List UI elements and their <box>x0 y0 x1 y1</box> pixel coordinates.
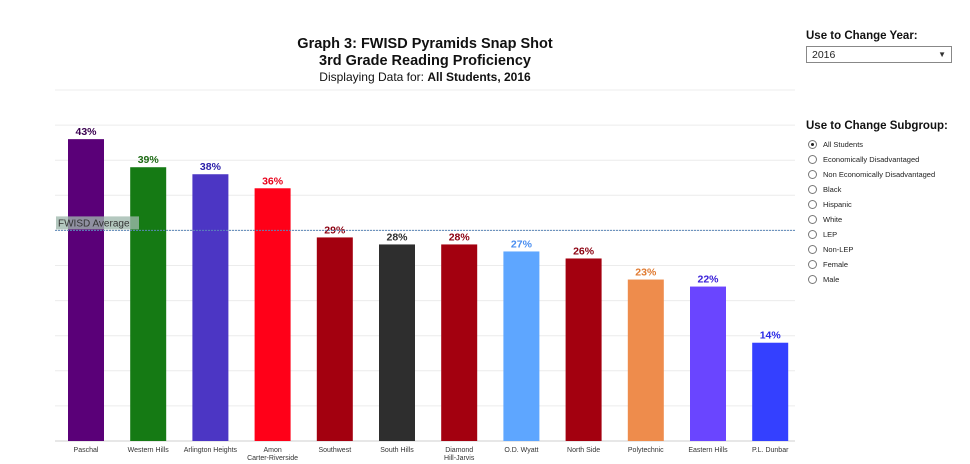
radio-button[interactable] <box>808 260 817 269</box>
subgroup-option[interactable]: LEP <box>806 227 970 242</box>
x-tick-label: Hill-Jarvis <box>444 455 475 462</box>
data-label: 39% <box>138 154 160 166</box>
subgroup-option[interactable]: Non-LEP <box>806 242 970 257</box>
subgroup-option[interactable]: All Students <box>806 137 970 152</box>
subgroup-option-label: Black <box>823 185 842 194</box>
x-tick-label: Amon <box>263 447 281 454</box>
radio-button[interactable] <box>808 275 817 284</box>
x-tick-label: Paschal <box>74 447 99 454</box>
subgroup-filter: Use to Change Subgroup: All Students Econ… <box>806 120 970 287</box>
x-tick-label: O.D. Wyatt <box>504 447 538 454</box>
chevron-down-icon: ▼ <box>938 50 946 59</box>
subgroup-option-label: Non-LEP <box>823 245 854 254</box>
radio-button[interactable] <box>808 245 817 254</box>
bar <box>441 244 478 441</box>
subgroup-option-label: All Students <box>823 140 864 149</box>
bar <box>690 286 726 441</box>
subgroup-option[interactable]: Non Economically Disadvantaged <box>806 167 970 182</box>
subgroup-option[interactable]: Hispanic <box>806 197 970 212</box>
bar <box>192 174 229 442</box>
radio-button[interactable] <box>808 140 817 149</box>
bar-chart: 43% Paschal 39% Western Hills 38% Arlington H… <box>55 89 795 462</box>
bar <box>379 244 415 441</box>
x-tick-label: Arlington Heights <box>184 447 238 454</box>
data-filter-caption: Displaying Data for: All Students, 2016 <box>55 70 795 85</box>
radio-button[interactable] <box>808 170 817 179</box>
subgroup-option-label: Economically Disadvantaged <box>823 155 920 164</box>
bar <box>130 167 167 441</box>
bar <box>68 139 104 441</box>
bar <box>503 251 540 441</box>
data-label: 43% <box>75 126 97 138</box>
reference-line-label: FWISD Average <box>58 218 130 229</box>
bar <box>254 188 291 441</box>
data-label: 27% <box>511 238 533 250</box>
subgroup-option-label: Female <box>823 260 849 269</box>
data-label: 22% <box>697 274 719 286</box>
x-tick-label: Diamond <box>445 447 473 454</box>
chart-title: Graph 3: FWISD Pyramids Snap Shot <box>297 36 553 52</box>
bar <box>565 258 602 441</box>
subgroup-option[interactable]: Economically Disadvantaged <box>806 152 970 167</box>
subgroup-filter-label: Use to Change Subgroup: <box>806 120 948 132</box>
data-label: 23% <box>635 267 657 279</box>
bar <box>627 279 664 441</box>
x-tick-label: North Side <box>567 447 600 454</box>
x-tick-label: Eastern Hills <box>688 447 728 454</box>
subgroup-option[interactable]: Female <box>806 257 970 272</box>
subgroup-option[interactable]: Male <box>806 272 970 287</box>
year-select[interactable]: 2016 ▼ <box>806 46 952 63</box>
caption-prefix: Displaying Data for: <box>319 70 428 84</box>
subgroup-option[interactable]: Black <box>806 182 970 197</box>
subgroup-option-label: White <box>823 215 843 224</box>
year-selected-value: 2016 <box>812 48 836 61</box>
radio-button[interactable] <box>808 185 817 194</box>
x-tick-label: Carter-Riverside <box>247 455 298 462</box>
data-label: 36% <box>262 175 284 187</box>
radio-button[interactable] <box>808 200 817 209</box>
data-label: 28% <box>386 231 408 243</box>
subgroup-radio-list: All Students Economically Disadvantaged No… <box>806 137 970 287</box>
reference-label-background <box>56 216 139 230</box>
x-tick-label: Polytechnic <box>628 447 664 454</box>
x-tick-label: P.L. Dunbar <box>752 447 789 454</box>
chart-title-block: Graph 3: FWISD Pyramids Snap Shot 3rd Gr… <box>55 36 795 85</box>
bar <box>316 237 353 441</box>
data-label: 28% <box>449 231 471 243</box>
subgroup-option-label: Hispanic <box>823 200 852 209</box>
data-label: 38% <box>200 161 222 173</box>
subgroup-option-label: Non Economically Disadvantaged <box>823 170 936 179</box>
x-tick-label: Western Hills <box>128 447 170 454</box>
radio-button[interactable] <box>808 230 817 239</box>
bar <box>752 342 789 441</box>
chart-subtitle: 3rd Grade Reading Proficiency <box>319 53 531 69</box>
year-filter-label: Use to Change Year: <box>806 30 918 42</box>
data-label: 26% <box>573 245 595 257</box>
data-label: 14% <box>760 330 782 342</box>
radio-button[interactable] <box>808 155 817 164</box>
caption-value: All Students, 2016 <box>427 70 531 84</box>
radio-button[interactable] <box>808 215 817 224</box>
x-tick-label: Southwest <box>318 447 351 454</box>
subgroup-option-label: LEP <box>823 230 838 239</box>
year-filter: Use to Change Year: 2016 ▼ <box>806 30 966 63</box>
subgroup-option[interactable]: White <box>806 212 970 227</box>
x-tick-label: South Hills <box>380 447 414 454</box>
subgroup-option-label: Male <box>823 275 840 284</box>
